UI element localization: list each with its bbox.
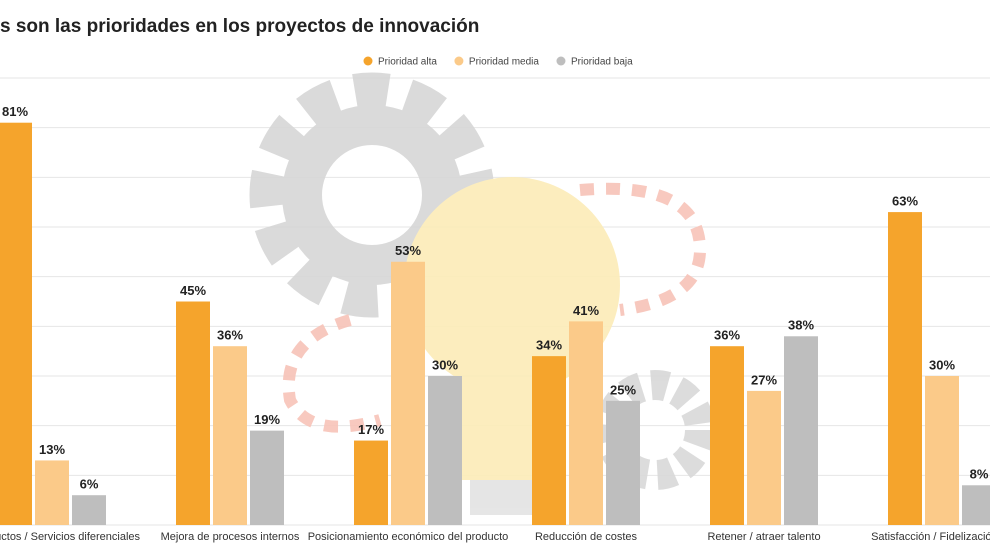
value-label: 41% xyxy=(573,303,599,318)
value-label: 8% xyxy=(970,467,989,482)
value-label: 63% xyxy=(892,194,918,209)
bar xyxy=(532,356,566,525)
bar xyxy=(354,440,388,525)
legend-marker xyxy=(556,56,566,66)
bar xyxy=(925,376,959,525)
legend-label: Prioridad alta xyxy=(378,57,437,68)
bar xyxy=(176,301,210,525)
x-tick-label: Posicionamiento económico del producto xyxy=(308,531,509,543)
legend-label: Prioridad baja xyxy=(571,57,633,68)
value-label: 30% xyxy=(432,357,458,372)
bar xyxy=(784,336,818,525)
x-tick-label: Reducción de costes xyxy=(535,531,638,543)
value-label: 34% xyxy=(536,338,562,353)
chart-title: s son las prioridades en los proyectos d… xyxy=(0,16,479,37)
bar xyxy=(72,495,106,525)
legend-marker xyxy=(454,56,464,66)
legend-marker xyxy=(363,56,373,66)
bar xyxy=(747,390,781,525)
bar xyxy=(428,376,462,525)
x-tick-label: e productos / Servicios diferenciales xyxy=(0,531,141,543)
value-label: 36% xyxy=(714,328,740,343)
value-label: 6% xyxy=(80,477,99,492)
value-label: 25% xyxy=(610,382,636,397)
value-label: 81% xyxy=(2,104,28,119)
value-label: 13% xyxy=(39,442,65,457)
bar xyxy=(710,346,744,525)
x-tick-label: Mejora de procesos internos xyxy=(161,531,300,543)
value-label: 38% xyxy=(788,318,814,333)
bar xyxy=(569,321,603,525)
bar xyxy=(0,122,32,525)
bar xyxy=(391,261,425,525)
value-label: 53% xyxy=(395,243,421,258)
bar xyxy=(213,346,247,525)
bar xyxy=(606,400,640,525)
legend: Prioridad alta Prioridad media Prioridad b… xyxy=(363,56,633,68)
bar xyxy=(35,460,69,525)
x-tick-label: Satisfacción / Fidelización de xyxy=(871,531,990,543)
bar xyxy=(888,212,922,525)
value-label: 19% xyxy=(254,412,280,427)
value-label: 36% xyxy=(217,328,243,343)
bar xyxy=(250,430,284,525)
legend-label: Prioridad media xyxy=(469,57,539,68)
value-label: 17% xyxy=(358,422,384,437)
bar xyxy=(962,485,990,525)
value-label: 27% xyxy=(751,372,777,387)
value-label: 45% xyxy=(180,283,206,298)
x-tick-label: Retener / atraer talento xyxy=(707,531,820,543)
value-label: 30% xyxy=(929,357,955,372)
